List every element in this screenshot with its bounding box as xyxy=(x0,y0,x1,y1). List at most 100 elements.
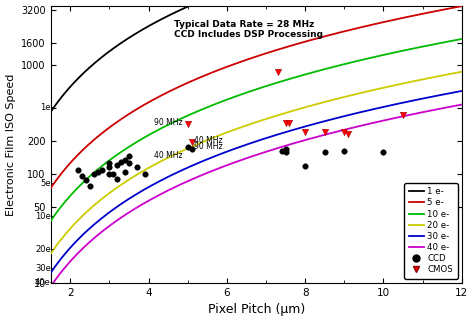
CMOS xyxy=(301,129,309,134)
Line: 10 e-: 10 e- xyxy=(51,39,462,221)
CCD xyxy=(113,163,121,168)
20 e- xyxy=(48,252,54,256)
CCD xyxy=(121,157,129,162)
40 e- xyxy=(307,137,312,141)
CCD xyxy=(74,167,82,172)
CMOS xyxy=(340,129,348,134)
10 e- xyxy=(459,37,465,41)
10 e- xyxy=(307,71,312,75)
Text: 1e-: 1e- xyxy=(40,103,54,112)
40 e- xyxy=(182,181,187,185)
Line: 1 e-: 1 e- xyxy=(51,0,462,112)
CCD xyxy=(340,149,348,154)
Text: 30e-: 30e- xyxy=(35,264,54,273)
Text: 20e-: 20e- xyxy=(35,245,54,254)
1 e- xyxy=(97,57,103,61)
30 e- xyxy=(97,218,103,222)
5 e- xyxy=(48,186,54,190)
Line: 20 e-: 20 e- xyxy=(51,72,462,254)
Text: 10e-: 10e- xyxy=(35,212,54,221)
CMOS xyxy=(188,140,195,145)
CCD xyxy=(78,174,86,179)
CMOS xyxy=(282,120,289,125)
10 e- xyxy=(97,166,103,169)
40 e- xyxy=(97,231,103,235)
CCD xyxy=(133,165,141,170)
CCD xyxy=(86,183,93,188)
CCD xyxy=(121,169,129,174)
CCD xyxy=(282,150,289,155)
5 e- xyxy=(459,4,465,8)
CMOS xyxy=(184,122,191,127)
CCD xyxy=(278,149,285,154)
20 e- xyxy=(307,104,312,108)
CMOS xyxy=(399,112,407,117)
CCD xyxy=(117,159,125,164)
Text: 40 MHz: 40 MHz xyxy=(154,151,182,160)
Text: 90 MHz: 90 MHz xyxy=(154,118,182,127)
10 e- xyxy=(182,115,187,119)
1 e- xyxy=(48,110,54,114)
CCD xyxy=(109,172,117,177)
30 e- xyxy=(459,89,465,93)
CCD xyxy=(113,176,121,182)
10 e- xyxy=(345,62,350,65)
Text: 5e-: 5e- xyxy=(40,179,54,188)
CCD xyxy=(282,147,289,152)
5 e- xyxy=(307,39,312,43)
CCD xyxy=(106,172,113,177)
30 e- xyxy=(48,271,54,275)
10 e- xyxy=(210,103,216,107)
CCD xyxy=(106,165,113,170)
Text: Typical Data Rate = 28 MHz
CCD Includes DSP Processing: Typical Data Rate = 28 MHz CCD Includes … xyxy=(174,20,323,39)
CCD xyxy=(321,150,328,155)
30 e- xyxy=(307,123,312,127)
10 e- xyxy=(346,61,352,65)
CCD xyxy=(184,144,191,149)
40 e- xyxy=(459,103,465,107)
CCD xyxy=(301,164,309,169)
40 e- xyxy=(345,127,350,131)
Text: 40 MHz: 40 MHz xyxy=(193,136,222,145)
CMOS xyxy=(321,129,328,134)
40 e- xyxy=(48,285,54,289)
5 e- xyxy=(97,133,103,137)
1 e- xyxy=(182,6,187,10)
30 e- xyxy=(210,155,216,159)
Line: 30 e-: 30 e- xyxy=(51,91,462,273)
Text: 90 MHz: 90 MHz xyxy=(193,142,222,151)
CCD xyxy=(90,172,98,177)
5 e- xyxy=(210,70,216,74)
5 e- xyxy=(345,29,350,33)
CMOS xyxy=(274,69,282,74)
20 e- xyxy=(345,94,350,98)
CCD xyxy=(94,169,101,174)
20 e- xyxy=(459,70,465,74)
CCD xyxy=(82,177,90,183)
Legend: 1 e-, 5 e-, 10 e-, 20 e-, 30 e-, 40 e-, CCD, CMOS: 1 e-, 5 e-, 10 e-, 20 e-, 30 e-, 40 e-, … xyxy=(404,183,457,279)
CMOS xyxy=(345,131,352,136)
X-axis label: Pixel Pitch (μm): Pixel Pitch (μm) xyxy=(208,303,305,317)
CMOS xyxy=(286,120,293,125)
20 e- xyxy=(346,94,352,98)
Y-axis label: Electronic Film ISO Speed: Electronic Film ISO Speed xyxy=(6,73,16,216)
Line: 5 e-: 5 e- xyxy=(51,6,462,188)
20 e- xyxy=(97,198,103,202)
10 e- xyxy=(48,219,54,223)
5 e- xyxy=(346,28,352,32)
CCD xyxy=(98,167,105,172)
Line: 40 e-: 40 e- xyxy=(51,105,462,287)
CCD xyxy=(188,147,195,152)
5 e- xyxy=(182,82,187,86)
20 e- xyxy=(182,148,187,152)
30 e- xyxy=(182,167,187,171)
Text: 40e-: 40e- xyxy=(35,278,54,287)
CCD xyxy=(125,154,133,159)
30 e- xyxy=(345,113,350,117)
40 e- xyxy=(346,127,352,130)
CCD xyxy=(125,161,133,166)
20 e- xyxy=(210,136,216,139)
CCD xyxy=(380,150,387,155)
40 e- xyxy=(210,168,216,172)
30 e- xyxy=(346,113,352,117)
